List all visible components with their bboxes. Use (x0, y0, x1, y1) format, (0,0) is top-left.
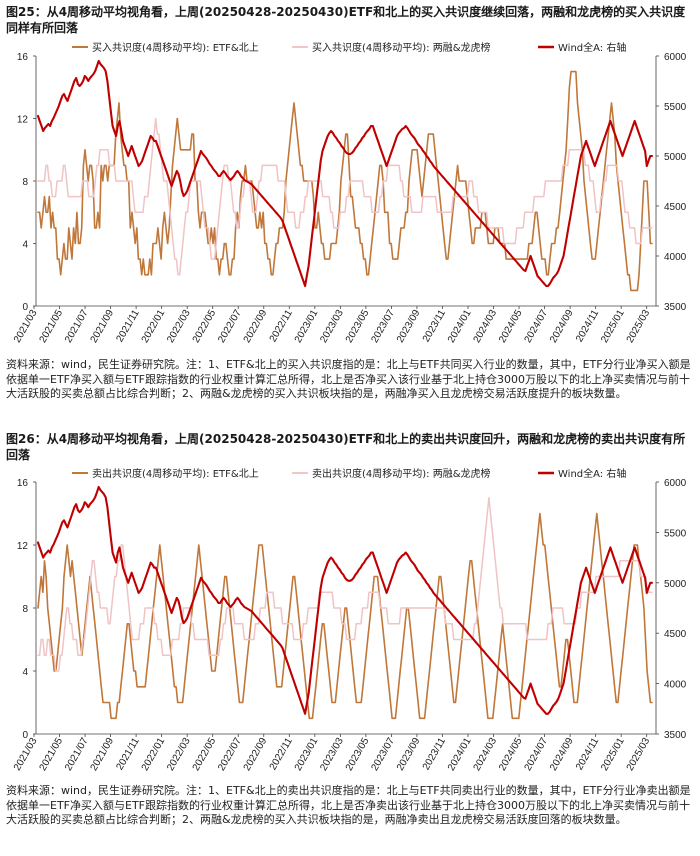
x-tick-label: 2021/07 (63, 308, 91, 345)
x-tick-label: 2022/05 (191, 308, 219, 345)
x-tick-label: 2021/05 (38, 308, 66, 345)
figure-25-source-note: 资料来源：wind，民生证券研究院。注：1、ETF&北上的买入共识度指的是：北上… (6, 358, 691, 400)
x-tick-label: 2024/11 (574, 736, 601, 773)
y-left-tick-label: 0 (22, 302, 28, 313)
y-right-tick-label: 5500 (664, 102, 687, 113)
x-tick-label: 2024/03 (472, 308, 500, 345)
x-tick-label: 2022/05 (191, 736, 219, 773)
x-tick-label: 2024/11 (574, 308, 601, 345)
x-tick-label: 2024/07 (523, 308, 551, 345)
y-right-tick-label: 5500 (664, 528, 687, 539)
x-tick-label: 2023/01 (293, 308, 321, 345)
y-left-tick-label: 12 (17, 115, 29, 126)
x-tick-label: 2021/09 (89, 308, 117, 345)
x-tick-label: 2022/09 (242, 736, 270, 773)
x-tick-label: 2022/11 (268, 308, 295, 345)
legend-lhb-label: 卖出共识度(4周移动平均): 两融&龙虎榜 (312, 467, 491, 480)
x-tick-label: 2023/05 (344, 736, 372, 773)
x-tick-label: 2025/03 (625, 736, 653, 773)
x-tick-label: 2022/03 (165, 736, 193, 773)
x-tick-label: 2024/05 (497, 308, 525, 345)
y-right-tick-label: 5000 (664, 579, 687, 590)
legend-wind-label: Wind全A: 右轴 (558, 467, 626, 480)
wind-index-line (36, 59, 654, 288)
x-tick-label: 2023/01 (293, 736, 321, 773)
x-tick-label: 2022/09 (242, 308, 270, 345)
legend-wind-label: Wind全A: 右轴 (558, 41, 626, 54)
x-tick-label: 2021/11 (114, 308, 141, 345)
x-tick-label: 2024/09 (548, 308, 576, 345)
legend-lhb-label: 买入共识度(4周移动平均): 两融&龙虎榜 (312, 41, 491, 54)
x-tick-label: 2022/01 (140, 308, 168, 345)
x-tick-label: 2024/01 (446, 308, 474, 345)
y-right-tick-label: 4500 (664, 629, 687, 640)
y-left-tick-label: 16 (17, 52, 29, 63)
legend-etf-label: 买入共识度(4周移动平均): ETF&北上 (92, 41, 259, 54)
wind-index-line (36, 485, 654, 715)
buy-consensus-chart: 买入共识度(4周移动平均): ETF&北上 买入共识度(4周移动平均): 两融&龙… (12, 41, 687, 345)
x-tick-label: 2023/09 (395, 736, 423, 773)
figure-25-title: 图25：从4周移动平均视角看，上周(20250428-20250430)ETF和… (6, 5, 686, 35)
legend-etf: 卖出共识度(4周移动平均): ETF&北上 (72, 467, 259, 480)
x-tick-label: 2023/03 (318, 308, 346, 345)
sell-consensus-chart: 卖出共识度(4周移动平均): ETF&北上 卖出共识度(4周移动平均): 两融&龙… (12, 467, 687, 773)
x-tick-label: 2024/05 (497, 736, 525, 773)
x-tick-label: 2024/07 (523, 736, 551, 773)
y-left-tick-label: 0 (22, 730, 28, 741)
legend-lhb: 卖出共识度(4周移动平均): 两融&龙虎榜 (292, 467, 491, 480)
x-tick-label: 2022/07 (216, 736, 244, 773)
x-tick-label: 2022/11 (268, 736, 295, 773)
y-right-tick-label: 3500 (664, 730, 687, 741)
x-tick-label: 2023/05 (344, 308, 372, 345)
y-right-tick-label: 6000 (664, 478, 687, 489)
x-tick-label: 2023/11 (421, 736, 448, 773)
figure-26-source-note: 资料来源：wind，民生证券研究院。注：1、ETF&北上的卖出共识度指的是：北上… (6, 784, 691, 826)
x-tick-label: 2021/07 (63, 736, 91, 773)
x-tick-label: 2025/03 (625, 308, 653, 345)
x-tick-label: 2025/01 (599, 308, 627, 345)
legend-etf-label: 卖出共识度(4周移动平均): ETF&北上 (92, 467, 259, 480)
x-tick-label: 2023/03 (318, 736, 346, 773)
y-left-tick-label: 4 (22, 240, 28, 251)
etf-series-line (37, 512, 653, 720)
x-tick-label: 2023/11 (421, 308, 448, 345)
x-tick-label: 2023/07 (369, 736, 397, 773)
legend-lhb: 买入共识度(4周移动平均): 两融&龙虎榜 (292, 41, 491, 54)
lhb-series-line (37, 117, 653, 276)
legend-etf: 买入共识度(4周移动平均): ETF&北上 (72, 41, 259, 54)
x-tick-label: 2024/03 (472, 736, 500, 773)
x-tick-label: 2021/03 (12, 308, 40, 345)
y-right-tick-label: 4000 (664, 680, 687, 691)
y-right-tick-label: 4000 (664, 252, 687, 263)
y-left-tick-label: 4 (22, 667, 28, 678)
y-right-tick-label: 5000 (664, 152, 687, 163)
x-tick-label: 2024/09 (548, 736, 576, 773)
x-tick-label: 2021/05 (38, 736, 66, 773)
lhb-series-line (37, 497, 653, 672)
figure-26-title: 图26：从4周移动平均视角看，上周(20250428-20250430)ETF和… (6, 432, 686, 462)
x-tick-label: 2022/07 (216, 308, 244, 345)
y-right-tick-label: 6000 (664, 52, 687, 63)
x-tick-label: 2023/09 (395, 308, 423, 345)
y-left-tick-label: 8 (22, 177, 28, 188)
x-tick-label: 2021/09 (89, 736, 117, 773)
x-tick-label: 2022/03 (165, 308, 193, 345)
y-right-tick-label: 3500 (664, 302, 687, 313)
x-tick-label: 2024/01 (446, 736, 474, 773)
y-right-tick-label: 4500 (664, 202, 687, 213)
x-tick-label: 2023/07 (369, 308, 397, 345)
y-left-tick-label: 8 (22, 604, 28, 615)
y-left-tick-label: 16 (17, 478, 29, 489)
x-tick-label: 2022/01 (140, 736, 168, 773)
legend-wind: Wind全A: 右轴 (538, 467, 626, 480)
legend-wind: Wind全A: 右轴 (538, 41, 626, 54)
y-left-tick-label: 12 (17, 541, 29, 552)
etf-series-line (37, 70, 653, 292)
x-tick-label: 2025/01 (599, 736, 627, 773)
x-tick-label: 2021/03 (12, 736, 40, 773)
x-tick-label: 2021/11 (114, 736, 141, 773)
